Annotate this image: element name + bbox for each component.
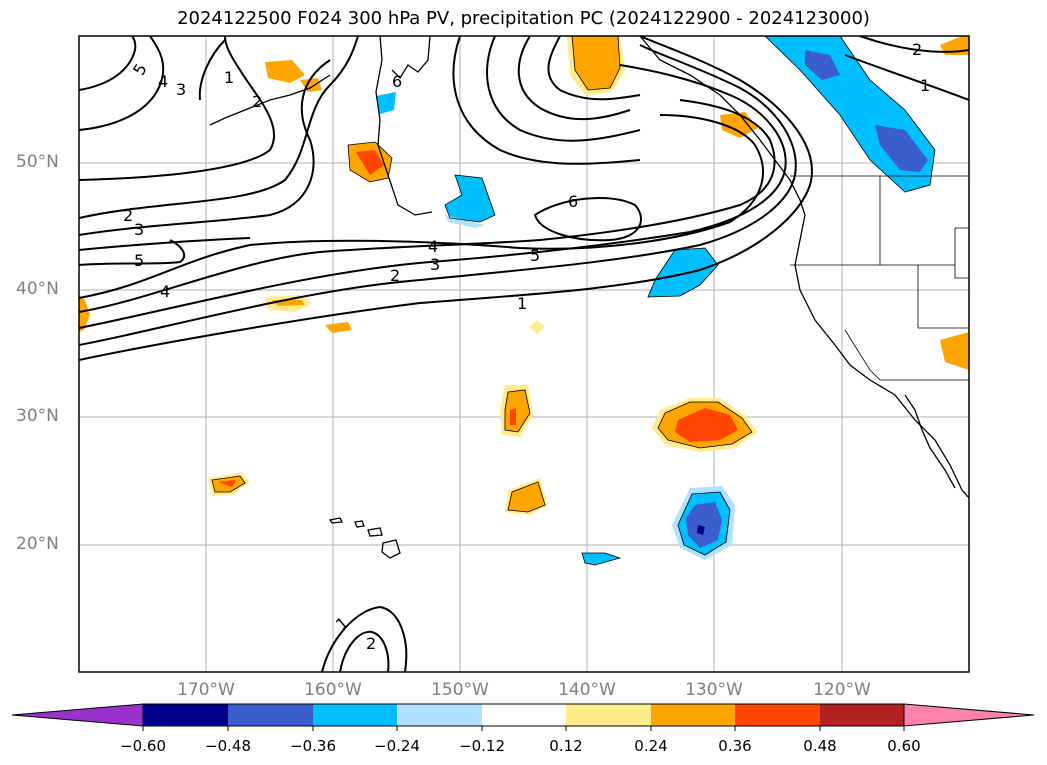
- lat-label: 30°N: [16, 406, 59, 426]
- contour-label: 6: [568, 192, 579, 211]
- colorbar-tick-label: −0.12: [459, 737, 505, 755]
- contour-label: 1: [517, 294, 528, 313]
- precip-blob-46n-150w: [445, 175, 495, 222]
- lon-label: 130°W: [685, 680, 743, 700]
- lat-label: 50°N: [16, 152, 59, 172]
- precip-blob-41n-133w: [648, 248, 718, 297]
- contour-label: 2: [390, 266, 401, 285]
- colorbar-tick-label: 0.12: [549, 737, 583, 755]
- colorbar-tick-label: 0.24: [634, 737, 668, 755]
- contour-label: 6: [392, 72, 403, 91]
- contour-ne-2: [859, 36, 969, 53]
- contour-label: 3: [176, 80, 187, 99]
- us-west-coast: [794, 214, 969, 499]
- contour-label: 2: [366, 634, 377, 653]
- contour-4-main: [79, 99, 776, 313]
- colorbar-tick-label: −0.36: [290, 737, 336, 755]
- map-area: [79, 36, 969, 672]
- lon-label: 170°W: [177, 680, 235, 700]
- precip-blob-38n-180w: [79, 295, 90, 332]
- colorbar-tick-label: −0.60: [120, 737, 166, 755]
- lon-label: 120°W: [813, 680, 871, 700]
- contour-label: 2: [912, 40, 923, 59]
- contour-ne-1: [844, 54, 969, 101]
- colorbar-segment: [228, 704, 313, 726]
- map-frame: [78, 35, 970, 673]
- contour-label: 2: [123, 206, 134, 225]
- contour-5-main: [79, 114, 764, 299]
- contour-1-main: [79, 36, 813, 361]
- contour-label: 3: [134, 220, 145, 239]
- precip-outlines: [211, 36, 936, 566]
- contour-left-2b: [79, 36, 359, 219]
- colorbar-segment: [566, 704, 651, 726]
- plot-title: 2024122500 F024 300 hPa PV, precipitatio…: [177, 8, 870, 29]
- contour-label: 5: [530, 246, 541, 265]
- hawaii: [328, 517, 401, 559]
- colorbar-segment: [651, 704, 735, 726]
- colorbar-segment: [820, 704, 904, 726]
- contour-2-main: [79, 44, 797, 346]
- contour-label: 2: [252, 92, 263, 111]
- colorbar-tick-label: −0.24: [374, 737, 420, 755]
- contour-south-1: [321, 605, 408, 672]
- contour-label: 4: [158, 72, 169, 91]
- colorbar-segment: [735, 704, 820, 726]
- colorbar-tick-label: 0.48: [803, 737, 837, 755]
- precip-blob-37n-144w: [529, 320, 545, 334]
- colorbar-tick-label: 0.36: [718, 737, 752, 755]
- precip-blob-37n-160w: [325, 322, 352, 333]
- contour-label: 1: [920, 76, 931, 95]
- contour-label: 1: [224, 68, 235, 87]
- coastlines: [209, 36, 969, 559]
- colorbar-segment: [313, 704, 397, 726]
- colorbar-segment: [482, 704, 566, 726]
- contour-left-3: [79, 237, 251, 251]
- colorbar-tick-label: 0.60: [887, 737, 921, 755]
- contour-6-closed: [533, 196, 642, 242]
- colorbar-extend-min: [11, 703, 144, 727]
- colorbar: [11, 703, 1035, 731]
- colorbar-segment: [397, 704, 482, 726]
- contour-3-main: [79, 64, 787, 329]
- colorbar-tick-label: −0.48: [205, 737, 251, 755]
- lat-label: 20°N: [16, 534, 59, 554]
- contour-left-1: [79, 36, 276, 181]
- contour-label: 4: [428, 237, 439, 256]
- precip-negative-areas: [376, 36, 935, 565]
- bc-coast: [639, 36, 806, 216]
- contour-south-2: [339, 630, 390, 672]
- contour-left-2: [79, 59, 331, 236]
- contour-label: 5: [134, 251, 145, 270]
- precip-blob-19n-140w: [582, 553, 620, 565]
- pv-contours: [79, 36, 969, 672]
- precip-blob-54n-156w: [376, 92, 396, 114]
- colorbar-segment: [143, 704, 228, 726]
- lon-label: 140°W: [558, 680, 616, 700]
- precip-blob-35n-114w: [940, 332, 969, 370]
- lat-label: 40°N: [16, 279, 59, 299]
- lon-label: 160°W: [304, 680, 362, 700]
- contour-label: 3: [430, 255, 441, 274]
- colorbar-extend-max: [903, 703, 1035, 727]
- precip-blob-55n-165w: [265, 60, 305, 83]
- borders: [790, 175, 969, 381]
- contour-label: 4: [160, 282, 171, 301]
- lon-label: 150°W: [431, 680, 489, 700]
- alaska-coast: [375, 36, 433, 216]
